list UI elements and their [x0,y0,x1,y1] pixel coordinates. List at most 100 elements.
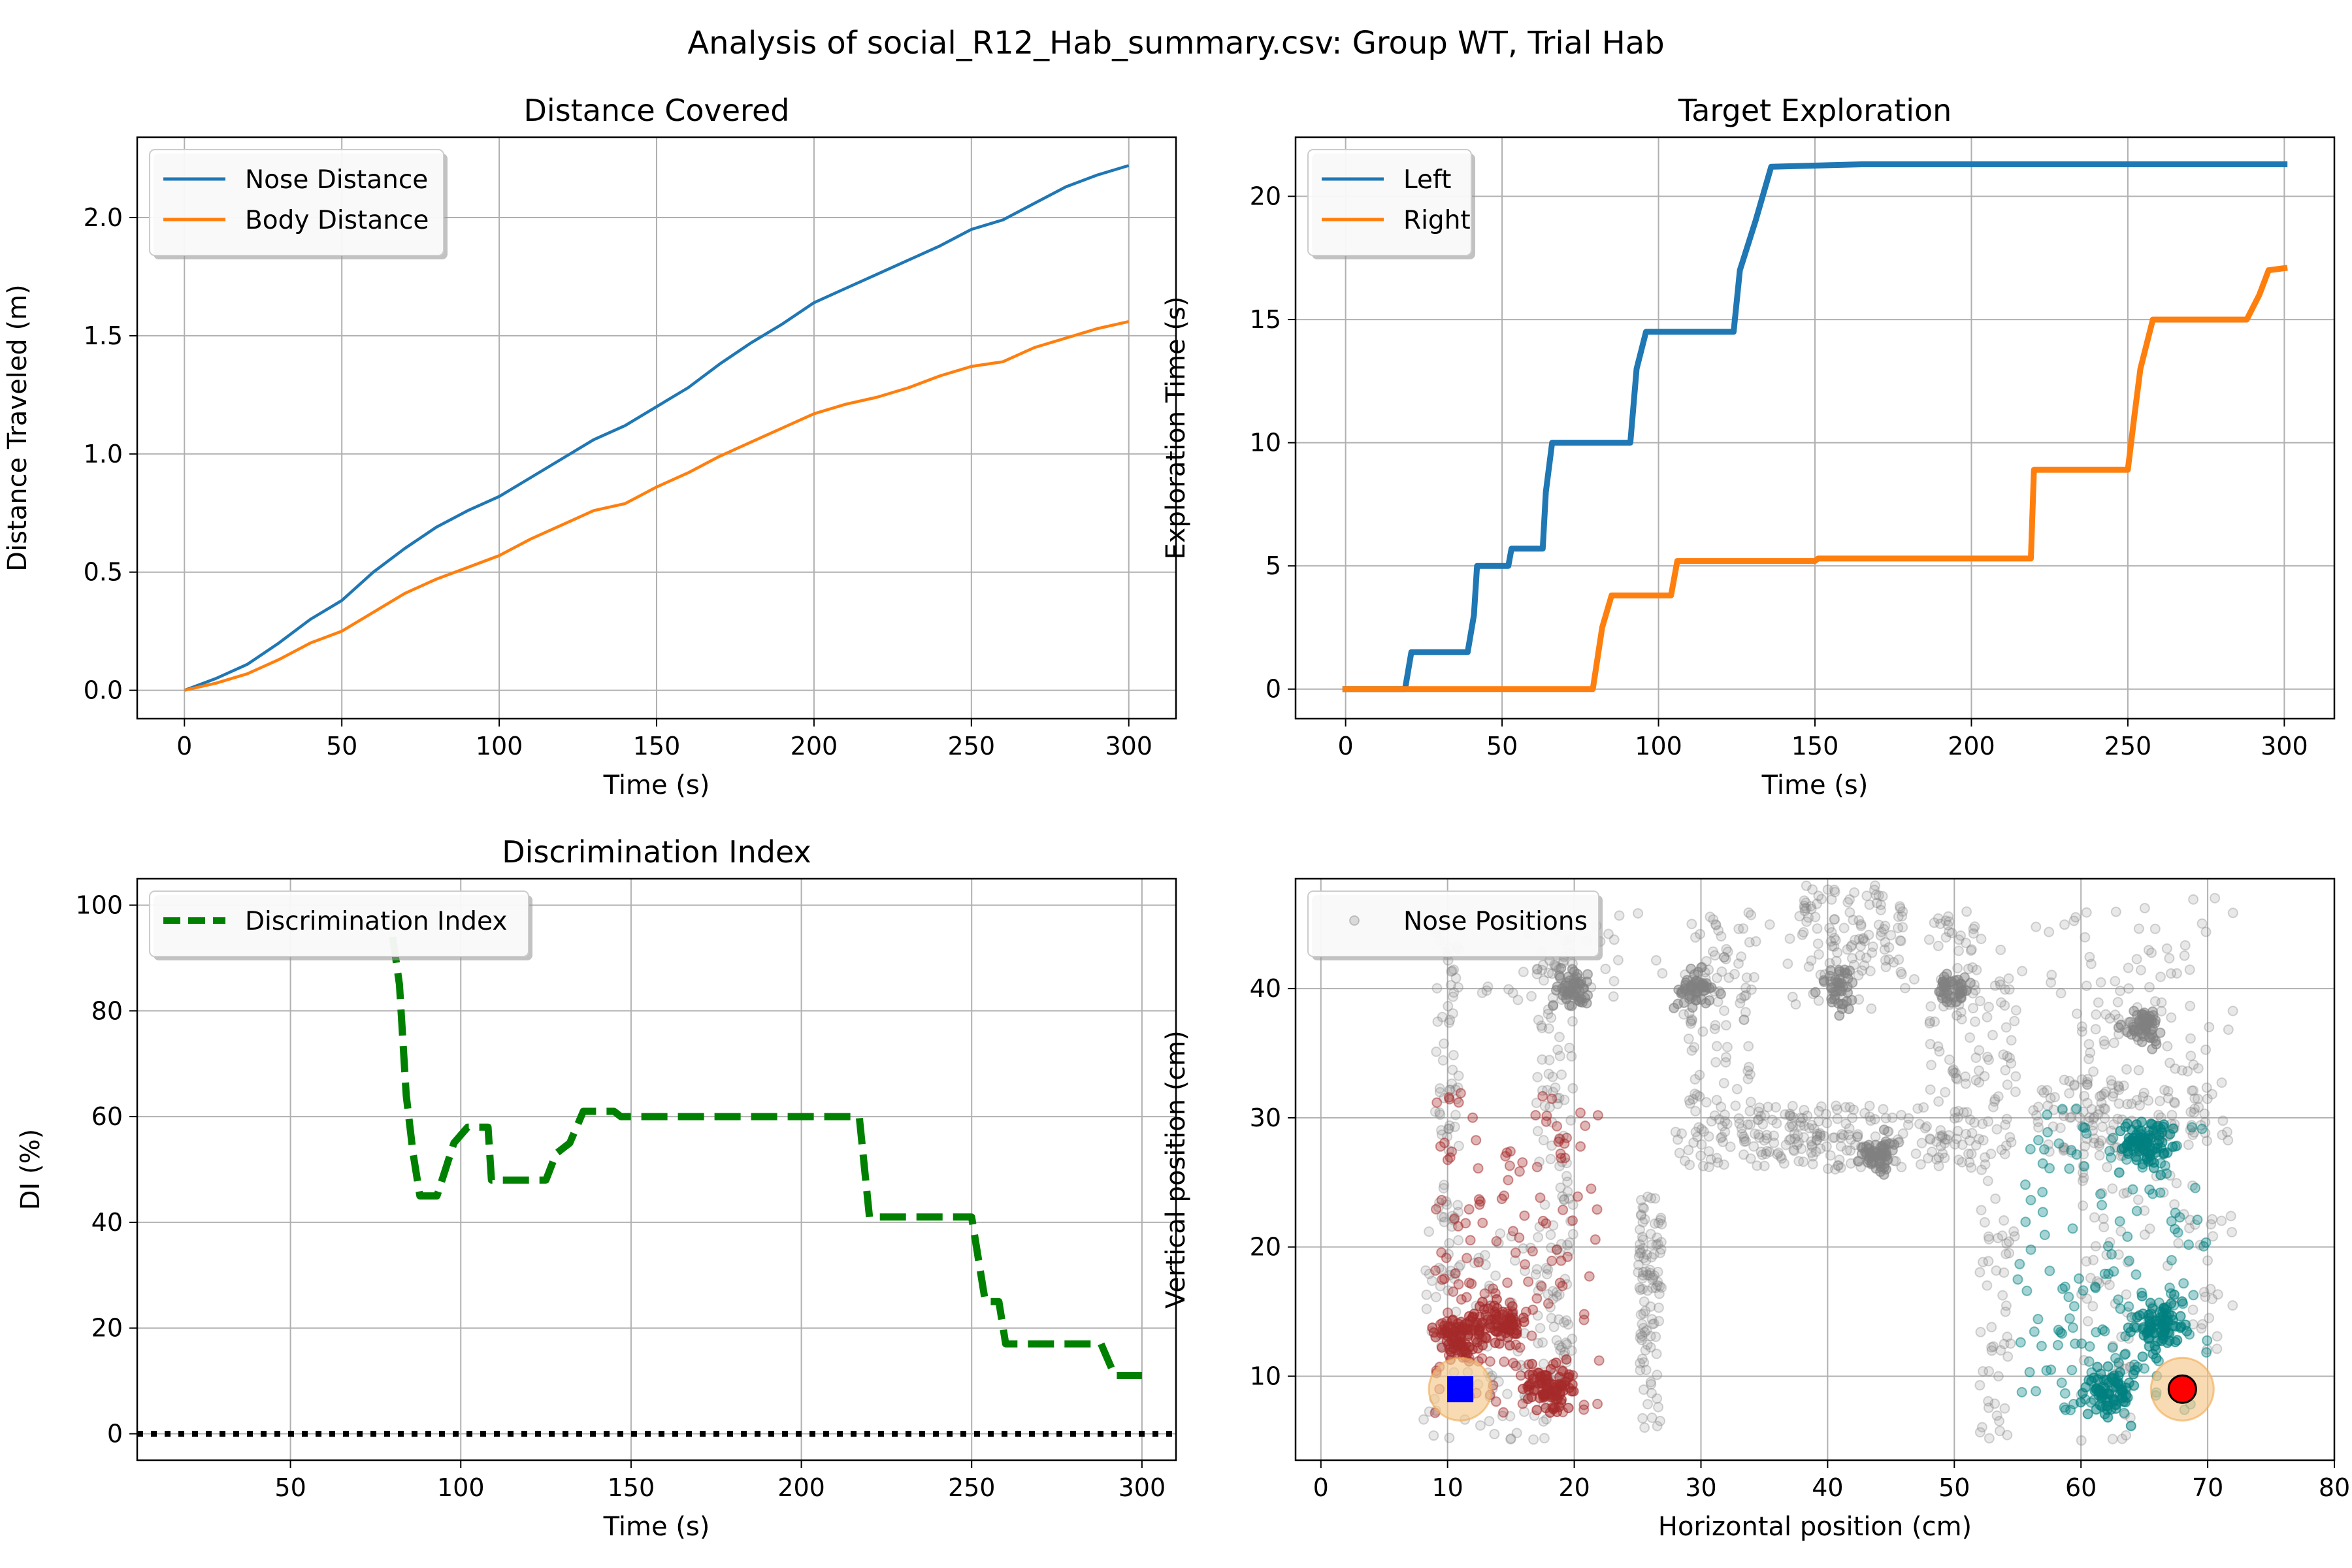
right-object-zone-point [2150,1345,2161,1355]
x-tick-label: 100 [476,732,523,760]
nose-position-point [1865,966,1876,977]
nose-position-point [1826,927,1837,938]
nose-position-point [1818,1130,1829,1141]
nose-position-point [1775,1151,1786,1162]
nose-position-point [1764,1147,1775,1158]
nose-position-point [1859,936,1870,947]
nose-position-point [1738,1149,1749,1160]
distance-covered-chart: 0 50 100 150 200 250 300 0.0 0.5 1.0 1.5 2.0 Distanc… [3,93,1177,800]
right-object-zone-point [2126,1312,2137,1323]
x-tick-label: 0 [1313,1473,1329,1502]
nose-position-point [1798,927,1809,938]
nose-position-point [1794,911,1805,922]
nose-position-point [1799,895,1810,906]
nose-position-point [1798,1156,1809,1168]
nose-position-point [2162,1041,2173,1052]
nose-position-point [1684,1095,1695,1106]
series-line [184,320,1130,692]
nose-position-point [1806,955,1817,966]
nose-position-point [2210,892,2221,904]
right-object-zone-point [2080,1394,2091,1405]
nose-position-point [1839,967,1850,978]
right-object-zone-point [2113,1379,2124,1390]
nose-position-point [1965,1032,1976,1043]
right-object-zone-point [2059,1402,2070,1413]
nose-position-point [2227,1005,2238,1017]
right-object-zone-point [2136,1117,2147,1128]
nose-position-point [1849,887,1860,898]
left-object-zone-point [1548,1359,1559,1369]
nose-position-point [2099,1103,2110,1114]
legend-box [1307,149,1472,256]
nose-position-point [2148,1010,2159,1021]
right-object-zone-point [2024,1367,2035,1378]
nose-position-point [2204,1022,2215,1033]
nose-position-point [1745,1119,1756,1130]
nose-position-point [1561,1171,1572,1182]
plot-area [1342,161,2288,693]
right-object-zone-point [2202,1335,2213,1346]
nose-position-point [1825,936,1837,947]
nose-position-point [2139,903,2150,913]
nose-position-point [1780,1109,1791,1120]
nose-position-point [1778,1158,1789,1169]
nose-position-point [1923,934,1935,945]
nose-position-point [1746,984,1757,995]
nose-position-point [2017,966,2028,977]
nose-position-point [1964,1135,1975,1146]
nose-position-point [1739,1134,1750,1145]
nose-position-point [1551,1335,1562,1346]
nose-position-point [1933,1096,1944,1107]
nose-position-point [2076,1026,2087,1037]
nose-position-point [2078,1172,2089,1183]
nose-position-point [1748,1141,1759,1152]
nose-position-point [1976,1205,1987,1216]
nose-position-point [1867,941,1878,952]
nose-position-point [2166,968,2176,979]
nose-position-point [1952,1112,1963,1123]
right-object-zone-point [2070,1338,2081,1349]
nose-position-point [1482,981,1494,992]
nose-position-point [1738,1131,1749,1142]
nose-position-point [1943,911,1953,922]
left-object-zone-point [1531,1293,1543,1304]
x-tick-label: 0 [1338,732,1354,760]
nose-position-point [1769,1137,1780,1149]
nose-position-point [1759,1160,1770,1171]
nose-position-point [2163,1086,2174,1097]
nose-position-point [2138,1012,2149,1023]
nose-position-point [1424,1226,1435,1237]
right-object-zone-point [2172,1335,2183,1346]
nose-position-point [2002,1051,2013,1062]
nose-position-point [1431,1046,1442,1057]
nose-position-point [2112,1113,2123,1124]
nose-position-point [1989,1096,2000,1107]
nose-position-point [1970,1053,1982,1063]
nose-position-point [1484,1416,1495,1427]
nose-position-point [1789,1128,1800,1139]
x-tick-label: 100 [1635,732,1682,760]
nose-position-point [2001,1022,2012,1033]
nose-position-point [2125,1017,2136,1028]
nose-position-point [1971,964,1982,975]
nose-position-point [1825,1150,1836,1161]
nose-position-point [2001,1238,2012,1249]
nose-position-point [1556,1069,1567,1080]
nose-position-point [2171,1178,2182,1188]
nose-position-point [2093,1138,2104,1149]
nose-position-point [1984,1002,1994,1013]
nose-position-point [2144,982,2155,992]
nose-position-point [1581,998,1592,1009]
nose-position-point [1691,1090,1703,1101]
nose-position-point [2149,923,2161,934]
nose-position-point [1453,1070,1464,1081]
nose-position-point [2031,921,2042,932]
nose-position-point [2085,958,2097,970]
nose-position-point [1686,919,1697,930]
left-object-zone-point [1460,1218,1471,1229]
nose-position-point [1786,1119,1797,1130]
nose-position-point [1538,1135,1549,1146]
nose-position-point [1653,1239,1663,1250]
nose-position-point [1956,1014,1967,1024]
